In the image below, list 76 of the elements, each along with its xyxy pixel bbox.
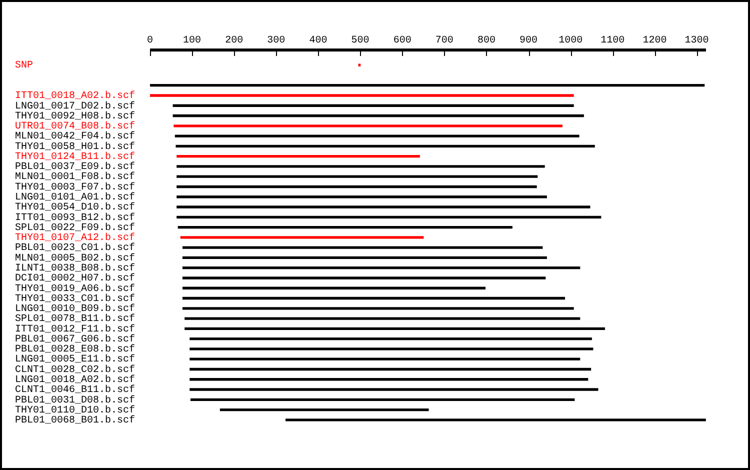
y-tick-label: MLN01_0005_B02.b.scf (15, 252, 136, 264)
y-tick-label: THY01_0054_D10.b.scf (15, 202, 136, 214)
bar (150, 94, 574, 97)
y-tick-label: PBL01_0023_C01.b.scf (15, 242, 136, 254)
bar (176, 196, 547, 198)
y-tick-label: SNP (15, 60, 34, 72)
y-tick-label: DCI01_0002_H07.b.scf (15, 272, 136, 285)
bar (172, 114, 584, 118)
bar (182, 256, 547, 260)
bar (184, 317, 580, 320)
y-tick-label: CLNT1_0028_C02.b.scf (15, 364, 136, 376)
y-tick-label: ITT01_0093_B12.b.scf (15, 212, 136, 224)
bar (182, 286, 486, 290)
y-tick-label: PBL01_0067_G06.b.scf (15, 333, 136, 346)
y-tick-label: ITT01_0012_F11.b.scf (15, 323, 136, 336)
y-tick-label: THY01_0058_H01.b.scf (15, 140, 136, 153)
bar (286, 418, 706, 422)
bar (182, 266, 580, 270)
bar (176, 165, 545, 168)
bar (174, 124, 562, 128)
bar (176, 175, 538, 178)
bar (190, 378, 588, 381)
x-tick-label: 900 (520, 36, 538, 47)
y-tick-label: THY01_0110_D10.b.scf (15, 404, 136, 416)
y-tick-label: CLNT1_0046_B11.b.scf (15, 384, 136, 396)
bar (184, 327, 605, 330)
y-tick-label: ITT01_0018_A02.b.scf (15, 90, 136, 102)
bar (176, 154, 420, 158)
x-tick-label: 800 (477, 36, 496, 47)
bar (190, 348, 594, 350)
bar (176, 185, 537, 188)
y-tick-label: THY01_0003_F07.b.scf (15, 181, 136, 194)
y-tick-label: SPL01_0022_F09.b.scf (15, 222, 136, 234)
x-tick-label: 500 (351, 36, 370, 47)
bar (182, 307, 574, 310)
y-tick-label: THY01_0019_A06.b.scf (15, 282, 136, 295)
bar (176, 216, 602, 218)
y-tick-label: MLN01_0042_F04.b.scf (15, 130, 136, 143)
x-tick-label: 100 (183, 36, 202, 47)
y-tick-label: PBL01_0068_B01.b.scf (15, 414, 136, 427)
y-tick-label: THY01_0124_B11.b.scf (15, 150, 136, 163)
bar (190, 388, 598, 391)
bar (180, 236, 424, 239)
y-tick-label: PBL01_0031_D08.b.scf (15, 394, 136, 406)
y-tick-label: SPL01_0078_B11.b.scf (15, 313, 136, 326)
y-tick-label: THY01_0033_C01.b.scf (15, 292, 136, 305)
bar (190, 337, 592, 340)
y-tick-label: THY01_0092_H08.b.scf (15, 110, 136, 122)
x-tick-label: 1300 (684, 36, 709, 47)
x-tick-label: 700 (435, 36, 454, 47)
bar (220, 408, 429, 412)
x-tick-label: 1100 (600, 36, 625, 47)
bar (182, 246, 543, 249)
bar (358, 64, 361, 66)
bar (176, 206, 590, 208)
x-tick-label: 200 (225, 36, 244, 47)
bar (150, 84, 705, 87)
bar (174, 134, 580, 138)
bar (176, 144, 595, 148)
x-tick-label: 300 (267, 36, 286, 47)
x-tick-label: 0 (146, 36, 154, 47)
x-tick-label: 400 (309, 36, 328, 47)
bar (190, 358, 580, 360)
bar (182, 296, 566, 300)
x-tick-label: 600 (393, 36, 412, 47)
bar (182, 276, 546, 280)
y-tick-label: ILNT1_0038_B08.b.scf (15, 262, 136, 274)
y-tick-label: LNG01_0005_E11.b.scf (15, 354, 136, 366)
y-tick-label: MLN01_0001_F08.b.scf (15, 171, 136, 184)
bar (172, 104, 574, 107)
bar (190, 398, 575, 401)
x-tick-label: 1000 (558, 36, 583, 47)
bar (178, 226, 512, 229)
x-tick-label: 1200 (642, 36, 667, 47)
bar (190, 368, 592, 371)
y-tick-label: LNG01_0017_D02.b.scf (15, 100, 136, 112)
